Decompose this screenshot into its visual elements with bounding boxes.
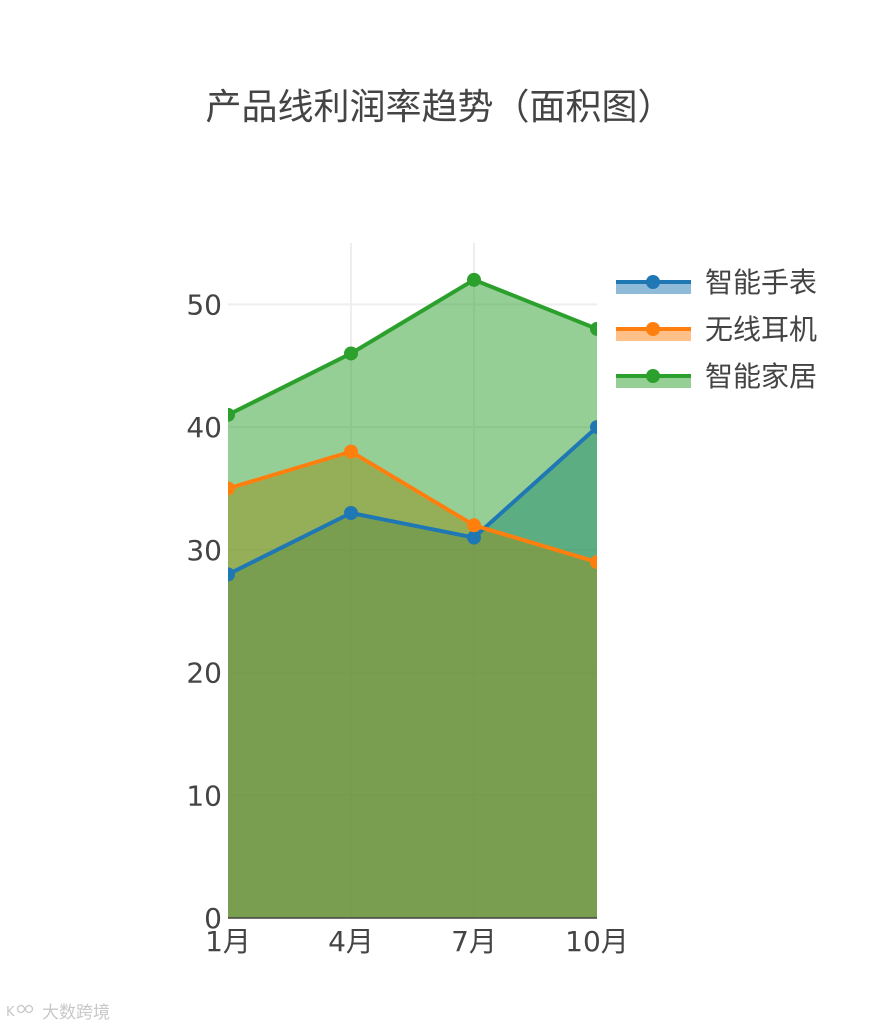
x-tick-label: 7月 xyxy=(451,925,497,958)
legend-label: 智能手表 xyxy=(705,266,817,299)
kc-logo-icon: K xyxy=(6,1004,34,1020)
data-point-series-1 xyxy=(590,420,597,435)
legend-label: 无线耳机 xyxy=(705,313,817,346)
x-tick-label: 1月 xyxy=(205,925,251,958)
line-series-3 xyxy=(228,277,597,417)
data-point-series-3 xyxy=(228,407,235,422)
axes: 0 10 20 30 40 50 1月 4月 7月 10月 xyxy=(186,288,628,958)
data-point-series-2 xyxy=(344,444,358,459)
area-fills xyxy=(228,279,597,918)
y-tick-label: 0 xyxy=(204,902,222,935)
data-point-series-2 xyxy=(590,555,597,570)
x-tick-label: 4月 xyxy=(328,925,374,958)
data-points xyxy=(228,272,597,582)
watermark: K 大数跨境 xyxy=(6,998,110,1023)
watermark-text: 大数跨境 xyxy=(42,1003,110,1023)
y-tick-label: 40 xyxy=(186,411,222,444)
y-tick-label: 30 xyxy=(186,534,222,567)
data-point-series-1 xyxy=(467,530,481,545)
y-tick-label: 50 xyxy=(186,288,222,321)
legend-swatch-marker xyxy=(646,369,660,383)
legend-swatch-marker xyxy=(646,322,660,336)
chart-title: 产品线利润率趋势（面积图） xyxy=(205,87,674,128)
line-series-2 xyxy=(228,449,597,565)
legend-swatch-marker xyxy=(646,275,660,289)
data-point-series-2 xyxy=(467,518,481,533)
x-tick-label: 10月 xyxy=(565,925,629,958)
svg-text:K: K xyxy=(6,1005,15,1020)
series-lines xyxy=(228,277,597,577)
y-tick-label: 10 xyxy=(186,779,222,812)
data-point-series-3 xyxy=(344,346,358,361)
data-point-series-2 xyxy=(228,481,235,496)
area-fill-series-3 xyxy=(228,279,597,918)
legend-label: 智能家居 xyxy=(705,360,817,393)
data-point-series-3 xyxy=(590,321,597,336)
line-series-1 xyxy=(228,425,597,577)
y-tick-label: 20 xyxy=(186,657,222,690)
data-point-series-1 xyxy=(228,567,235,582)
data-point-series-1 xyxy=(344,506,358,520)
data-point-series-3 xyxy=(467,272,481,287)
